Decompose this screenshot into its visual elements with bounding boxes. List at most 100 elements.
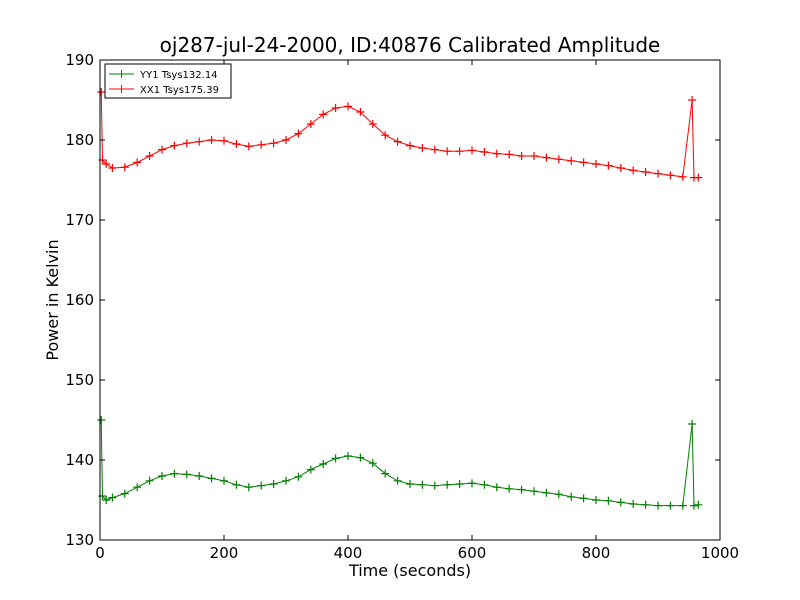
y-tick-label: 190 [65,51,94,69]
data-point [688,96,697,104]
x-tick-label: 600 [458,544,487,562]
data-point [393,137,402,146]
data-point [641,168,650,176]
data-point [331,104,340,112]
data-point [344,452,352,460]
data-point [517,485,526,494]
legend-marker-xx1 [117,85,126,93]
data-point [102,160,111,168]
data-point [517,152,526,160]
x-axis: 0 200 400 600 800 1000 [95,60,739,562]
data-point [406,141,414,150]
data-point [542,153,551,162]
data-point [616,164,625,172]
data-point [406,480,414,488]
data-point [170,469,179,478]
data-point [331,454,340,463]
legend-marker-yy1 [117,70,126,78]
data-point [207,474,216,483]
data-point [418,480,427,489]
data-point [269,480,278,488]
chart-title: oj287-jul-24-2000, ID:40876 Calibrated A… [160,33,661,57]
data-point [393,476,402,485]
series-layer [97,88,703,510]
data-point [381,469,390,478]
x-tick-label: 200 [210,544,239,562]
data-point [694,500,703,509]
x-tick-label: 400 [334,544,363,562]
data-point [368,120,377,128]
data-point [220,476,228,485]
data-point [468,146,476,155]
y-axis-label: Power in Kelvin [43,239,62,360]
data-point [554,490,563,499]
legend-box [104,63,232,99]
data-point [244,483,253,492]
data-point [133,158,142,167]
data-point [567,492,576,501]
data-point [108,164,117,172]
y-tick-label: 130 [65,531,94,549]
data-point [542,488,551,497]
data-point [567,156,576,165]
data-point [269,139,278,148]
data-point [654,501,662,510]
x-tick-label: 1000 [701,544,739,562]
data-point [604,496,613,505]
data-point [356,108,365,116]
series-0 [97,416,703,510]
data-point [207,136,216,144]
data-point [629,166,638,175]
series-1 [97,88,703,182]
data-point [306,120,315,128]
data-point [182,470,191,479]
data-point [468,479,476,488]
data-point [282,476,290,485]
data-point [443,480,452,489]
data-point [282,136,290,144]
data-point [505,484,514,493]
data-point [97,416,106,424]
data-point [678,172,687,181]
data-point [108,493,117,502]
data-point [344,102,352,111]
data-point [654,169,662,178]
data-point [195,472,204,480]
data-point [455,147,464,156]
legend-label-xx1: XX1 Tsys175.39 [140,85,219,96]
data-point [579,494,588,503]
data-point [505,150,514,159]
data-point [430,481,439,490]
data-point [145,152,154,160]
data-point [430,145,439,154]
data-point [666,171,675,180]
y-tick-label: 140 [65,451,94,469]
data-point [616,498,625,507]
data-point [666,501,675,510]
data-point [492,483,501,492]
data-point [629,500,638,508]
legend-label-yy1: YY1 Tsys132.14 [139,70,218,81]
data-point [158,472,166,480]
data-point [145,476,154,485]
data-point [492,149,501,158]
y-tick-label: 180 [65,131,94,149]
data-point [530,152,538,160]
data-point [158,145,166,154]
data-point [97,88,106,96]
data-point [356,453,365,462]
data-point [182,139,191,148]
data-point [480,148,489,156]
data-point [688,420,697,428]
data-point [480,480,489,489]
data-point [579,158,588,167]
data-point [530,487,538,496]
data-point [120,489,129,498]
data-point [232,140,241,148]
data-point [170,141,179,150]
data-point [244,142,253,151]
x-tick-label: 0 [95,544,105,562]
legend: YY1 Tsys132.14 XX1 Tsys175.39 [104,63,232,99]
data-point [443,147,452,156]
